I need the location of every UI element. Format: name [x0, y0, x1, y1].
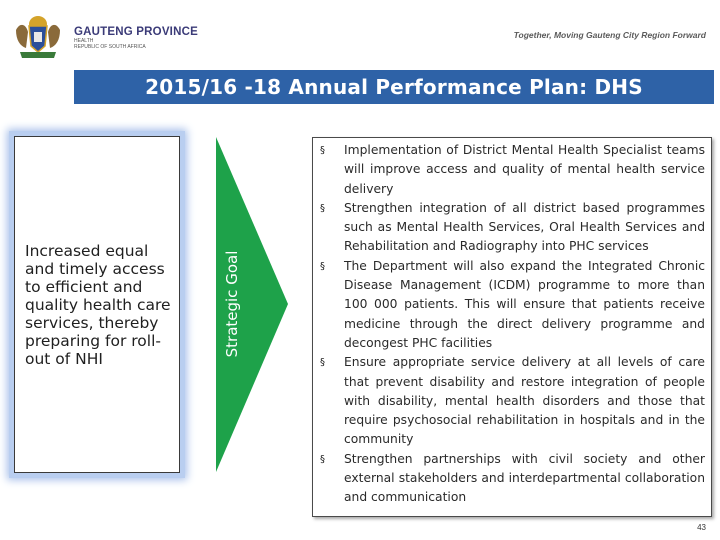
bullet-item: § Strengthen partnerships with civil soci… — [317, 450, 705, 508]
bullet-item: § The Department will also expand the Int… — [317, 257, 705, 353]
arrow-shape — [216, 137, 288, 472]
bullet-marker: § — [320, 202, 325, 214]
province-department: HEALTH — [74, 38, 94, 44]
bullet-text: Strengthen integration of all district b… — [344, 200, 705, 254]
bullet-item: § Strengthen integration of all district … — [317, 199, 705, 257]
bullet-marker: § — [320, 145, 325, 156]
bullet-item: § Implementation of District Mental Healt… — [317, 141, 705, 199]
province-name: GAUTENG PROVINCE — [74, 26, 198, 38]
strategic-goal-box: Increased equal and timely access to eff… — [14, 136, 180, 473]
bullet-list: § Implementation of District Mental Healt… — [317, 141, 705, 508]
province-republic: REPUBLIC OF SOUTH AFRICA — [74, 44, 146, 50]
bullet-text: Ensure appropriate service delivery at a… — [344, 355, 705, 447]
page-number: 43 — [697, 523, 706, 532]
bullet-marker: § — [320, 453, 325, 465]
strategic-goal-arrow: Strategic Goal — [216, 137, 288, 472]
strategic-goal-label: Strategic Goal — [223, 251, 241, 358]
tagline: Together, Moving Gauteng City Region For… — [513, 30, 706, 40]
slide-title: 2015/16 -18 Annual Performance Plan: DHS — [74, 70, 714, 104]
gauteng-coat-of-arms-logo — [16, 16, 60, 58]
bullet-text: Strengthen partnerships with civil socie… — [344, 451, 705, 505]
bullet-marker: § — [320, 357, 325, 369]
province-branding: GAUTENG PROVINCE HEALTH REPUBLIC OF SOUT… — [74, 26, 198, 50]
bullet-item: § Ensure appropriate service delivery at … — [317, 353, 705, 449]
bullet-marker: § — [320, 260, 325, 272]
bullet-text: The Department will also expand the Inte… — [344, 258, 705, 350]
bullet-text: Implementation of District Mental Health… — [344, 143, 705, 196]
strategic-goal-text: Increased equal and timely access to eff… — [25, 241, 171, 368]
strategy-bullets-box: § Implementation of District Mental Healt… — [312, 137, 712, 517]
